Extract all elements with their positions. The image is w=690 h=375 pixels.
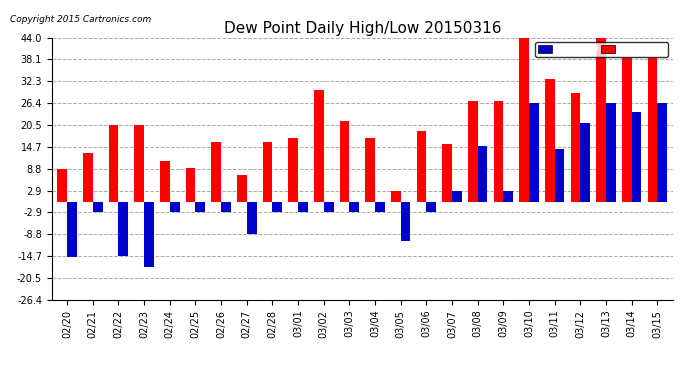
Bar [401, 202, 411, 241]
Bar [596, 38, 606, 202]
Bar [477, 146, 487, 202]
Bar [365, 138, 375, 202]
Bar [648, 58, 658, 202]
Bar [109, 125, 119, 202]
Bar [426, 202, 436, 212]
Bar [288, 138, 298, 202]
Bar [545, 78, 555, 202]
Bar [622, 58, 631, 202]
Bar [375, 202, 385, 212]
Bar [67, 202, 77, 258]
Bar [273, 202, 282, 212]
Bar [237, 176, 247, 202]
Legend: Low  (°F), High  (°F): Low (°F), High (°F) [535, 42, 668, 57]
Bar [631, 112, 642, 202]
Bar [417, 131, 426, 202]
Bar [493, 101, 504, 202]
Bar [349, 202, 359, 212]
Bar [468, 101, 477, 202]
Bar [263, 142, 273, 202]
Bar [160, 160, 170, 202]
Bar [247, 202, 257, 234]
Bar [298, 202, 308, 212]
Bar [555, 149, 564, 202]
Bar [83, 153, 93, 202]
Bar [186, 168, 195, 202]
Text: Copyright 2015 Cartronics.com: Copyright 2015 Cartronics.com [10, 15, 152, 24]
Bar [571, 93, 580, 202]
Bar [339, 122, 349, 202]
Bar [452, 191, 462, 202]
Bar [195, 202, 205, 212]
Bar [135, 125, 144, 202]
Bar [658, 103, 667, 202]
Bar [391, 191, 401, 202]
Bar [93, 202, 103, 212]
Bar [442, 144, 452, 202]
Bar [57, 169, 67, 202]
Bar [520, 38, 529, 202]
Bar [211, 142, 221, 202]
Bar [606, 103, 615, 202]
Bar [170, 202, 179, 212]
Title: Dew Point Daily High/Low 20150316: Dew Point Daily High/Low 20150316 [224, 21, 501, 36]
Bar [580, 123, 590, 202]
Bar [314, 90, 324, 202]
Bar [119, 202, 128, 256]
Bar [529, 103, 539, 202]
Bar [144, 202, 154, 267]
Bar [504, 191, 513, 202]
Bar [221, 202, 231, 212]
Bar [324, 202, 333, 212]
